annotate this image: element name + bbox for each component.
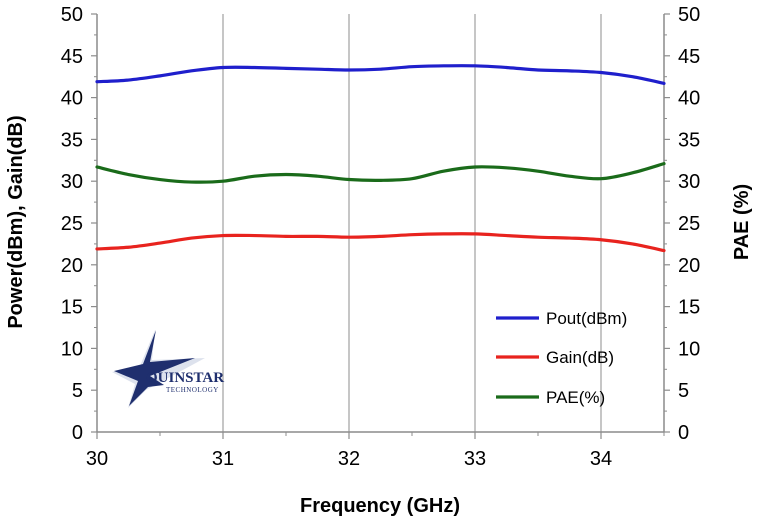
gridlines — [222, 14, 602, 432]
y-axis-right-title: PAE (%) — [731, 184, 753, 260]
y-right-tick-label: 40 — [678, 88, 700, 110]
y-right-tick-label: 0 — [678, 422, 689, 444]
x-tick-label: 34 — [590, 448, 612, 470]
y-left-tick-label: 20 — [61, 255, 83, 277]
y-axis-right-ticks: 0 5 10 15 20 25 30 35 40 45 50 — [678, 4, 700, 444]
logo-subtitle: TECHNOLOGY — [166, 386, 219, 394]
y-left-tick-label: 5 — [72, 380, 83, 402]
y-axis-left-title: Power(dBm), Gain(dB) — [5, 115, 27, 328]
x-tick-label: 30 — [86, 448, 108, 470]
series-line-gain-db — [95, 232, 666, 253]
quinstar-logo: QUINSTAR TECHNOLOGY — [112, 330, 224, 408]
y-right-tick-label: 20 — [678, 255, 700, 277]
y-left-tick-label: 15 — [61, 297, 83, 319]
y-axis-left-ticks: 0 5 10 15 20 25 30 35 40 45 50 — [61, 4, 83, 444]
star-logo-icon — [112, 330, 205, 408]
x-axis-title: Frequency (GHz) — [300, 495, 460, 517]
legend-label-pae: PAE(%) — [546, 388, 605, 407]
y-right-tick-label: 45 — [678, 46, 700, 68]
x-tick-label: 33 — [464, 448, 486, 470]
legend-label-gain-db: Gain(dB) — [546, 348, 614, 367]
y-right-tick-label: 50 — [678, 4, 700, 26]
y-right-tick-label: 25 — [678, 213, 700, 235]
x-tick-label: 31 — [212, 448, 234, 470]
y-left-tick-label: 40 — [61, 88, 83, 110]
y-right-tick-label: 10 — [678, 338, 700, 360]
y-right-tick-label: 30 — [678, 171, 700, 193]
y-left-tick-label: 45 — [61, 46, 83, 68]
y-left-tick-label: 35 — [61, 129, 83, 151]
y-right-tick-label: 15 — [678, 297, 700, 319]
y-right-tick-label: 35 — [678, 129, 700, 151]
legend: Pout(dBm) Gain(dB) PAE(%) — [496, 309, 627, 407]
series-line-pout-dbm — [95, 64, 666, 85]
y-right-tick-label: 5 — [678, 380, 689, 402]
logo-name: QUINSTAR — [146, 370, 224, 386]
y-left-tick-label: 50 — [61, 4, 83, 26]
series-lines — [95, 64, 666, 253]
y-left-tick-label: 10 — [61, 338, 83, 360]
x-tick-label: 32 — [338, 448, 360, 470]
series-line-pae — [95, 162, 666, 184]
y-left-tick-label: 30 — [61, 171, 83, 193]
y-left-tick-label: 0 — [72, 422, 83, 444]
x-axis-ticks: 30 31 32 33 34 — [86, 448, 612, 470]
y-left-tick-label: 25 — [61, 213, 83, 235]
legend-label-pout-dbm: Pout(dBm) — [546, 309, 627, 328]
